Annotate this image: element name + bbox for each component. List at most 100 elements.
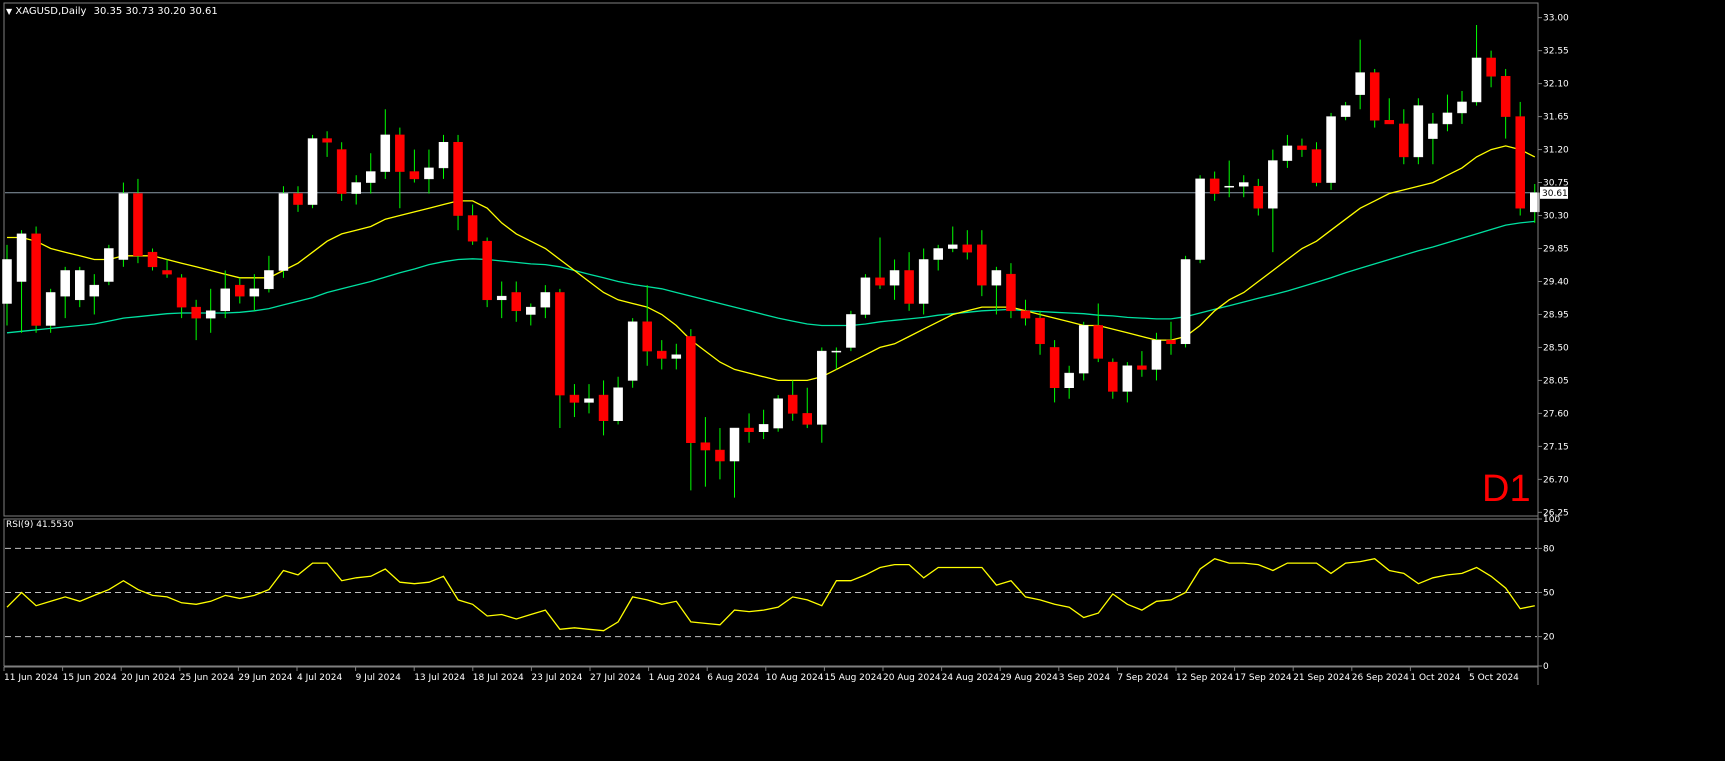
candle[interactable] [1530, 184, 1540, 223]
candle[interactable] [1035, 310, 1045, 355]
candle[interactable] [744, 413, 754, 443]
candle[interactable] [1209, 171, 1220, 201]
candle[interactable] [802, 387, 812, 429]
candle[interactable] [1369, 68, 1380, 128]
candle[interactable] [2, 244, 12, 326]
candle[interactable] [1399, 109, 1409, 165]
candle[interactable] [817, 347, 827, 443]
candle[interactable] [1253, 178, 1264, 216]
candle[interactable] [1297, 138, 1307, 157]
candle[interactable] [1137, 351, 1147, 377]
candle[interactable] [395, 127, 405, 209]
candle[interactable] [45, 288, 56, 333]
candle[interactable] [846, 310, 856, 352]
candle[interactable] [322, 131, 332, 157]
candle[interactable] [773, 395, 783, 432]
candle[interactable] [860, 274, 871, 319]
candle[interactable] [409, 149, 420, 183]
candle[interactable] [715, 428, 725, 480]
candle[interactable] [249, 274, 260, 311]
candle[interactable] [933, 244, 943, 271]
candle[interactable] [962, 230, 973, 260]
candle[interactable] [162, 259, 172, 278]
candle[interactable] [1268, 149, 1278, 253]
candle[interactable] [176, 274, 187, 319]
candle[interactable] [1282, 134, 1293, 168]
candle[interactable] [147, 248, 158, 271]
candle[interactable] [467, 204, 478, 245]
candle[interactable] [642, 285, 652, 366]
candle[interactable] [889, 259, 900, 300]
candle[interactable] [438, 134, 449, 179]
candle[interactable] [89, 274, 100, 315]
candle[interactable] [235, 277, 245, 304]
candle[interactable] [787, 380, 798, 421]
candle[interactable] [336, 142, 347, 201]
candle[interactable] [496, 281, 507, 319]
candle[interactable] [220, 270, 230, 319]
candle[interactable] [264, 255, 274, 293]
candle[interactable] [118, 182, 129, 267]
candle[interactable] [1122, 362, 1133, 403]
candle[interactable] [540, 285, 551, 319]
candle[interactable] [613, 376, 623, 425]
candle[interactable] [729, 427, 740, 498]
candle[interactable] [133, 178, 143, 264]
candle[interactable] [671, 343, 682, 370]
candle[interactable] [278, 186, 289, 278]
candle[interactable] [758, 409, 769, 440]
candle[interactable] [875, 237, 885, 289]
collapse-triangle-icon[interactable]: ▼ [6, 7, 13, 16]
candle[interactable] [482, 237, 492, 308]
candle[interactable] [75, 266, 85, 308]
candle[interactable] [1195, 175, 1205, 264]
candle[interactable] [904, 252, 914, 311]
candle[interactable] [1384, 98, 1394, 125]
candle[interactable] [380, 109, 391, 179]
candle[interactable] [1500, 68, 1511, 139]
candle[interactable] [627, 318, 638, 388]
candle[interactable] [1413, 98, 1424, 165]
candle[interactable] [351, 175, 361, 205]
candle[interactable] [16, 230, 27, 333]
candle[interactable] [1151, 332, 1162, 381]
candle[interactable] [1078, 321, 1089, 381]
candle[interactable] [1224, 160, 1234, 198]
candle[interactable] [205, 288, 216, 333]
candle[interactable] [31, 226, 41, 333]
candle[interactable] [424, 149, 434, 194]
candle[interactable] [569, 384, 580, 418]
candle[interactable] [104, 244, 114, 286]
candle[interactable] [453, 134, 463, 231]
candle[interactable] [948, 226, 958, 253]
candle[interactable] [1515, 101, 1525, 216]
candle[interactable] [991, 266, 1002, 315]
candle[interactable] [1442, 94, 1453, 132]
candle[interactable] [598, 380, 609, 436]
candle[interactable] [60, 266, 70, 319]
candle[interactable] [977, 230, 987, 297]
candle[interactable] [191, 299, 201, 341]
candle[interactable] [918, 248, 929, 315]
candle[interactable] [1166, 321, 1176, 355]
candle[interactable] [555, 288, 565, 429]
candle[interactable] [1180, 255, 1191, 348]
candle[interactable] [1049, 340, 1060, 403]
candle[interactable] [1486, 50, 1496, 88]
candle[interactable] [1428, 112, 1438, 165]
candle[interactable] [366, 153, 376, 194]
candle[interactable] [1064, 365, 1074, 399]
candle[interactable] [831, 347, 842, 370]
candle[interactable] [1457, 90, 1467, 124]
candle[interactable] [700, 417, 711, 487]
candle[interactable] [1108, 358, 1118, 399]
candle[interactable] [584, 384, 594, 414]
candle[interactable] [293, 186, 303, 212]
candle[interactable] [307, 134, 318, 209]
candle[interactable] [1020, 299, 1031, 326]
candle[interactable] [657, 340, 667, 370]
candle[interactable] [686, 329, 696, 491]
candle[interactable] [1239, 175, 1249, 198]
candle[interactable] [1340, 101, 1351, 121]
